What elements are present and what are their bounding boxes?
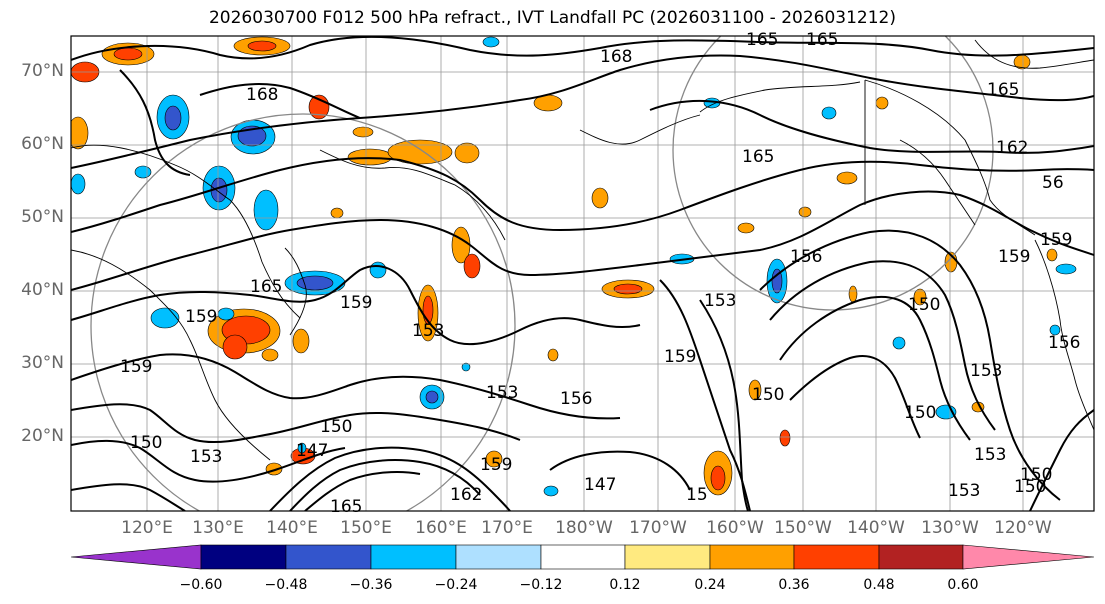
contour-label: 56: [1042, 173, 1064, 193]
contour-label: 153: [970, 361, 1002, 381]
colorbar-seg-6: [624, 544, 711, 570]
colorbar-seg-7: [709, 544, 795, 570]
lon-label: 180°W: [555, 518, 613, 538]
colorbar-seg-10: [962, 544, 1095, 570]
contour-label: 150: [130, 433, 162, 453]
colorbar-tick: 0.24: [694, 577, 726, 593]
contour-label: 15: [686, 485, 708, 505]
colorbar-seg-3: [370, 544, 457, 570]
refractivity-contours: [71, 36, 1094, 511]
colorbar-tick: 0.48: [863, 577, 895, 593]
contour-label: 165: [742, 147, 774, 167]
contour-label: 165: [806, 30, 838, 50]
colorbar-seg-0: [70, 544, 202, 570]
contour-label: 150: [904, 403, 936, 423]
contour-label: 159: [120, 357, 152, 377]
positive-anomalies: [71, 36, 1058, 496]
contour-label: 159: [664, 347, 696, 367]
contour-label: 147: [584, 475, 616, 495]
contour-label: 153: [704, 291, 736, 311]
colorbar-tick: 0.36: [778, 577, 810, 593]
contour-label: 150: [908, 295, 940, 315]
contour-label: 159: [480, 455, 512, 475]
region-circles: [90, 36, 994, 511]
contour-label: 165: [330, 497, 362, 517]
colorbar-tick: 0.12: [609, 577, 641, 593]
contour-label: 168: [246, 85, 278, 105]
contour-label: 162: [996, 138, 1028, 158]
lat-label: 20°N: [21, 426, 64, 446]
contour-label: 156: [1048, 333, 1080, 353]
colorbar: [70, 544, 1095, 570]
contour-label: 147: [296, 441, 328, 461]
contour-label: 159: [998, 247, 1030, 267]
colorbar-seg-1: [200, 544, 287, 570]
contour-label: 150: [752, 385, 784, 405]
colorbar-tick: 0.60: [947, 577, 979, 593]
lon-label: 150°E: [340, 518, 392, 538]
colorbar-tick: −0.48: [264, 577, 308, 593]
contour-label: 153: [948, 481, 980, 501]
contour-label: 165: [987, 80, 1019, 100]
contour-label: 156: [790, 247, 822, 267]
contour-label: 165: [746, 30, 778, 50]
lon-label: 120°E: [121, 518, 173, 538]
lon-label: 140°E: [266, 518, 318, 538]
colorbar-seg-9: [878, 544, 964, 570]
contour-label-layer: 168 165 165 168 165 162 165 56 159 159 1…: [120, 30, 1080, 517]
lon-label: 140°W: [847, 518, 905, 538]
contour-label: 168: [600, 47, 632, 67]
lon-label: 130°E: [192, 518, 244, 538]
map-frame: [70, 35, 1095, 512]
lat-label: 50°N: [21, 207, 64, 227]
contour-label: 153: [190, 447, 222, 467]
lon-label: 170°W: [629, 518, 687, 538]
contour-label: 153: [486, 383, 518, 403]
contour-label: 159: [185, 307, 217, 327]
colorbar-tick: −0.36: [349, 577, 393, 593]
contour-label: 159: [340, 293, 372, 313]
contour-label: 150: [1020, 465, 1052, 485]
colorbar-tick: −0.12: [519, 577, 563, 593]
map-title: 2026030700 F012 500 hPa refract., IVT La…: [208, 8, 896, 28]
contour-label: 156: [560, 389, 592, 409]
contour-label: 159: [1040, 230, 1072, 250]
lat-label: 30°N: [21, 353, 64, 373]
lon-label: 120°W: [994, 518, 1052, 538]
colorbar-seg-8: [793, 544, 880, 570]
colorbar-tick: −0.60: [179, 577, 223, 593]
colorbar-seg-4: [455, 544, 542, 570]
contour-label: 153: [974, 445, 1006, 465]
contour-label: 150: [1014, 477, 1046, 497]
colorbar-seg-5: [540, 544, 626, 570]
lon-label: 130°W: [921, 518, 979, 538]
lon-label: 170°E: [481, 518, 533, 538]
lat-label: 40°N: [21, 280, 64, 300]
graticule: [71, 36, 1094, 511]
contour-label: 165: [250, 277, 282, 297]
lat-label: 60°N: [21, 134, 64, 154]
lat-label: 70°N: [21, 61, 64, 81]
contour-label: 162: [450, 485, 482, 505]
contour-label: 153: [412, 321, 444, 341]
colorbar-tick: −0.24: [434, 577, 478, 593]
lon-label: 160°W: [706, 518, 764, 538]
lon-label: 160°E: [415, 518, 467, 538]
contour-label: 150: [320, 417, 352, 437]
lon-label: 150°W: [774, 518, 832, 538]
colorbar-seg-2: [285, 544, 372, 570]
